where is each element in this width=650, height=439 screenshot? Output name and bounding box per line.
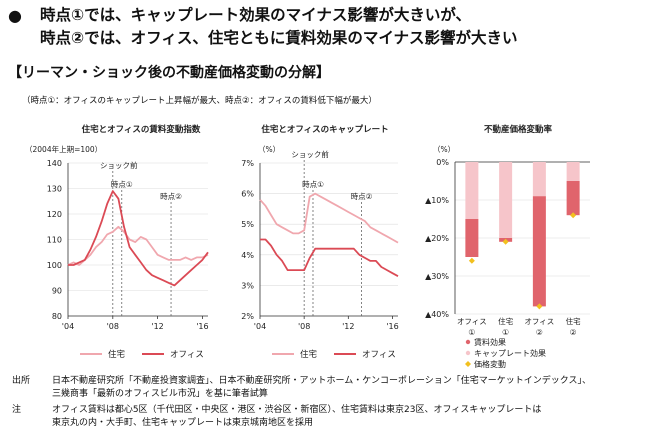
chart-3-bar-cap-effect [532, 162, 546, 197]
chart-3-xtick: 住宅 [498, 316, 513, 326]
chart-3-bar-rent-effect [532, 196, 546, 307]
chart-3-legend-label: 賃料効果 [474, 337, 506, 347]
chart-1-ytick: 120 [47, 210, 62, 219]
chart-3-ylabel: （%） [433, 145, 455, 154]
chart-2-ytick: 6% [241, 190, 254, 199]
chart-3-price-marker [536, 303, 543, 310]
chart-3-ytick: ▲10% [425, 196, 449, 205]
chart-2-xtick: '04 [254, 322, 266, 331]
chart-3-xtick: オフィス [457, 317, 487, 326]
chart-2-xtick: '12 [342, 322, 354, 331]
chart-3-xtick: 住宅 [566, 316, 581, 326]
chart-1-title: 住宅とオフィスの賃料変動指数 [82, 124, 201, 135]
chart-3-bar-cap-effect [465, 162, 479, 219]
note-label: 注 [12, 405, 22, 415]
source-text-2: 三幾商事「最新のオフィスビル市況」を基に筆者試算 [52, 389, 268, 399]
chart-3-xtick-index: ① [468, 328, 475, 337]
chart-1-ytick: 80 [52, 312, 62, 321]
chart-1-xtick: '08 [107, 322, 119, 331]
chart-3-ytick: ▲20% [425, 234, 449, 243]
chart-1-legend-office: オフィス [170, 350, 204, 360]
chart-3-legend-swatch [465, 361, 471, 367]
chart-1-ytick: 110 [47, 236, 62, 245]
chart-3-xtick-index: ② [570, 328, 577, 337]
headline-line-2: 時点②では、オフィス、住宅ともに賃料効果のマイナス影響が大きい [40, 29, 518, 47]
chart-3-xtick: オフィス [524, 317, 554, 326]
bullet-mark: ● [8, 6, 22, 25]
chart-3-price-marker [570, 212, 577, 219]
chart-3-price-marker [468, 257, 475, 264]
chart-1-ylabel: （2004年上期=100） [25, 144, 102, 154]
chart-3-legend-label: 価格変動 [474, 359, 506, 369]
chart-3-ytick: ▲30% [425, 272, 449, 281]
source-label: 出所 [12, 376, 31, 386]
chart-2-ytick: 4% [241, 251, 254, 260]
chart-3-price-marker [502, 238, 509, 245]
chart-2-ytick: 3% [241, 281, 254, 290]
chart-1-ytick: 140 [47, 159, 62, 168]
chart-2-annotation: ショック前 [291, 149, 329, 159]
chart-1-ytick: 100 [47, 261, 62, 270]
chart-1-annotation: 時点② [160, 192, 182, 201]
chart-3-title: 不動産価格変動率 [484, 124, 553, 135]
chart-2-ytick: 7% [241, 159, 254, 168]
chart-2-xtick: '08 [298, 322, 310, 331]
chart-2-series-office [260, 238, 399, 277]
chart-3-legend-swatch [465, 339, 471, 345]
chart-3-bar-rent-effect [566, 181, 580, 216]
chart-3-xtick-index: ① [502, 328, 509, 337]
chart-1-annotation: 時点① [111, 180, 133, 189]
chart-3-ytick: 0% [436, 158, 449, 167]
chart-2-annotation: 時点② [351, 192, 373, 201]
chart-3-xtick-index: ② [536, 328, 543, 337]
chart-1-xtick: '16 [196, 322, 208, 331]
chart-2-xtick: '16 [386, 322, 398, 331]
source-text-1: 日本不動産研究所「不動産投資家調査」、日本不動産研究所・アットホーム・ケンコーポ… [52, 376, 592, 386]
chart-2-title: 住宅とオフィスのキャップレート [261, 124, 388, 135]
chart-2-annotation: 時点① [302, 180, 324, 189]
chart-1-legend-residential: 住宅 [108, 349, 125, 360]
chart-2-series-residential [259, 192, 399, 244]
chart-3-legend-swatch [465, 350, 471, 356]
chart-3-bar-rent-effect [465, 219, 479, 257]
chart-3-bar-cap-effect [499, 162, 513, 238]
chart-2-ytick: 5% [241, 220, 254, 229]
chart-2-legend-residential: 住宅 [300, 349, 317, 360]
chart-2-ytick: 2% [241, 312, 254, 321]
chart-1-annotation: ショック前 [100, 160, 138, 170]
chart-1-series-residential [67, 225, 209, 266]
chart-2-legend-office: オフィス [362, 350, 396, 360]
chart-3-legend-label: キャップレート効果 [474, 348, 546, 358]
chart-3-ytick: ▲40% [425, 310, 449, 319]
chart-subtitle: （時点①：オフィスのキャップレート上昇幅が最大、時点②：オフィスの賃料低下幅が最… [22, 96, 377, 106]
chart-3-bar-cap-effect [566, 162, 580, 181]
headline-line-1: 時点①では、キャップレート効果のマイナス影響が大きいが、 [40, 6, 472, 24]
chart-1-ytick: 90 [52, 287, 62, 296]
chart-1-series-office [68, 190, 209, 287]
section-title: 【リーマン・ショック後の不動産価格変動の分解】 [8, 65, 330, 81]
note-text-2: 東京丸の内・大手町、住宅キャップレートは東京城南地区を採用 [52, 418, 314, 428]
chart-2-ylabel: （%） [258, 145, 280, 154]
chart-1-xtick: '04 [62, 322, 74, 331]
chart-1-xtick: '12 [151, 322, 163, 331]
chart-1-ytick: 130 [47, 185, 62, 194]
note-text-1: オフィス賃料は都心5区（千代田区・中央区・港区・渋谷区・新宿区）、住宅賃料は東京… [52, 405, 542, 415]
